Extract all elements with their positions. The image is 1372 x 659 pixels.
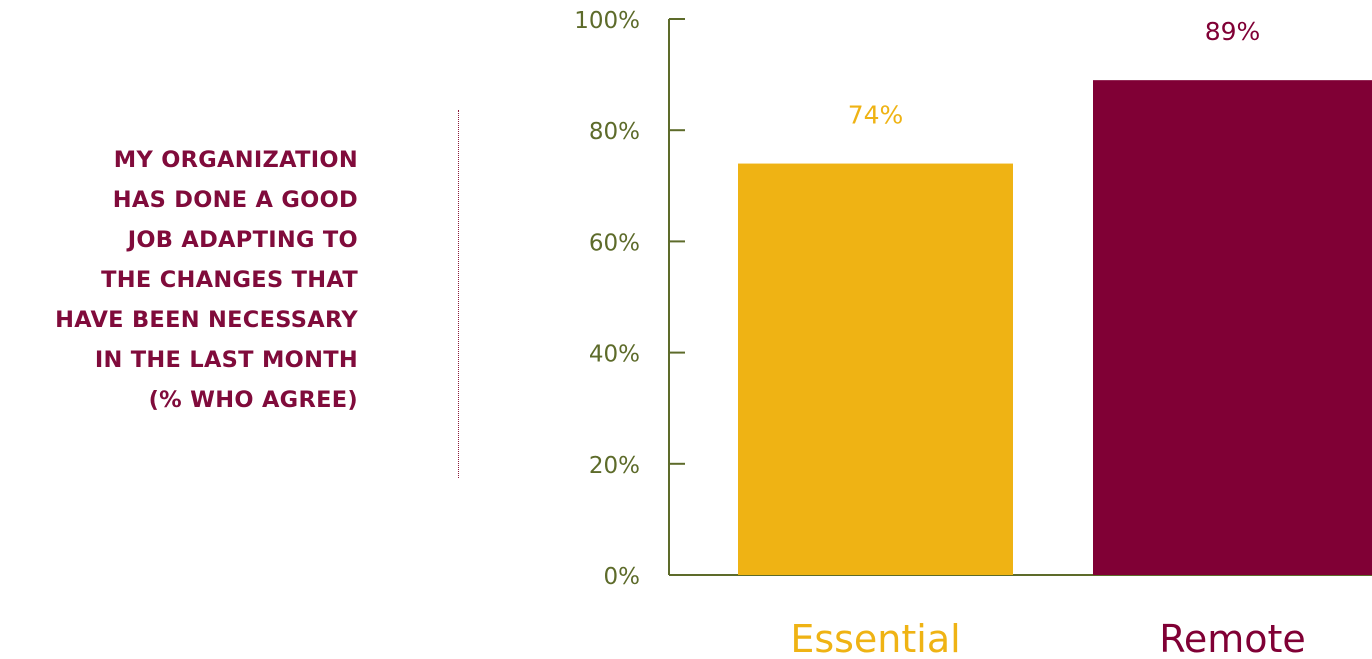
title-line-3: JOB ADAPTING TO (127, 227, 358, 253)
y-tick-label: 80% (589, 119, 640, 145)
title-line-6: IN THE LAST MONTH (94, 347, 358, 373)
category-labels: Essential Remote (790, 617, 1306, 659)
bar-remote (1093, 80, 1372, 575)
value-labels: 74% 89% (848, 17, 1261, 129)
category-label-remote: Remote (1159, 617, 1306, 659)
chart-title: MY ORGANIZATION HAS DONE A GOOD JOB ADAP… (0, 140, 358, 420)
y-tick-label: 100% (574, 8, 640, 34)
category-label-essential: Essential (790, 617, 960, 659)
y-tick-label: 40% (589, 342, 640, 368)
title-line-4: THE CHANGES THAT (101, 267, 358, 293)
bar-essential (738, 163, 1013, 575)
title-line-7: (% WHO AGREE) (148, 387, 358, 413)
y-tick-label: 20% (589, 453, 640, 479)
title-line-2: HAS DONE A GOOD (112, 187, 358, 213)
bars (738, 80, 1372, 575)
title-line-1: MY ORGANIZATION (113, 147, 358, 173)
y-tick-label: 0% (604, 564, 641, 590)
title-line-5: HAVE BEEN NECESSARY (55, 307, 358, 333)
value-label-remote: 89% (1205, 17, 1261, 46)
title-divider (458, 110, 459, 478)
value-label-essential: 74% (848, 101, 904, 130)
y-tick-label: 60% (589, 230, 640, 256)
